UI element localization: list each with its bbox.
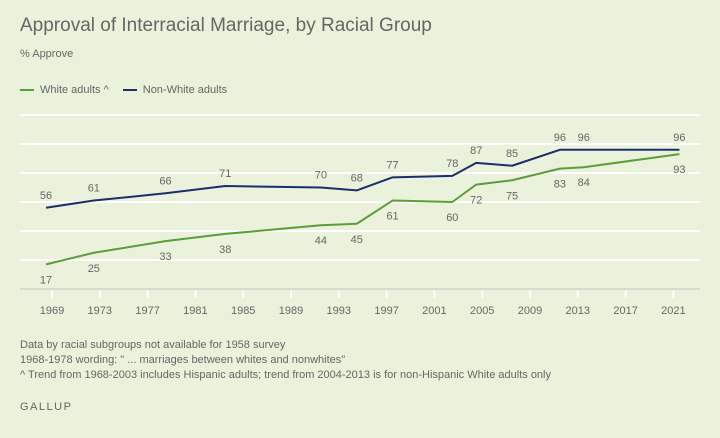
data-label: 33 [159, 251, 171, 263]
chart-subtitle: % Approve [20, 48, 74, 60]
footnote: 1968-1978 wording: " ... marriages betwe… [20, 354, 346, 366]
data-label: 38 [219, 244, 231, 256]
gallup-logo: GALLUP [20, 401, 73, 413]
data-label: 96 [554, 132, 566, 144]
series-line-white [45, 153, 680, 266]
x-tick-label: 1993 [327, 305, 351, 317]
data-label: 85 [506, 148, 518, 160]
data-label: 56 [40, 190, 52, 202]
x-tick-label: 2009 [518, 305, 542, 317]
data-label: 75 [506, 190, 518, 202]
x-tick-label: 2005 [470, 305, 494, 317]
chart-title: Approval of Interracial Marriage, by Rac… [20, 15, 432, 36]
x-tick-label: 2001 [422, 305, 446, 317]
data-label: 93 [673, 164, 685, 176]
data-label: 83 [554, 179, 566, 191]
data-label: 71 [219, 168, 231, 180]
data-label: 87 [470, 145, 482, 157]
legend: White adults ^ Non-White adults [20, 84, 227, 96]
x-tick-label: 1997 [374, 305, 398, 317]
x-tick-label: 1989 [279, 305, 303, 317]
data-label: 96 [673, 132, 685, 144]
legend-label-white: White adults ^ [40, 84, 109, 96]
legend-item-nonwhite[interactable]: Non-White adults [122, 84, 228, 96]
data-label: 66 [159, 175, 171, 187]
data-label: 70 [315, 170, 327, 182]
data-label: 60 [446, 212, 458, 224]
x-tick-label: 1973 [88, 305, 112, 317]
data-label: 61 [386, 211, 398, 223]
legend-label-nonwhite: Non-White adults [142, 84, 228, 96]
x-tick-label: 2021 [661, 305, 685, 317]
legend-swatch-white [20, 89, 34, 91]
footnote: ^ Trend from 1968-2003 includes Hispanic… [20, 369, 551, 381]
legend-item-white[interactable]: White adults ^ [20, 84, 109, 96]
legend-swatch-nonwhite [122, 89, 137, 91]
footnotes: Data by racial subgroups not available f… [20, 338, 560, 383]
data-label: 78 [446, 158, 458, 170]
data-label: 45 [351, 234, 363, 246]
x-tick-label: 1969 [40, 305, 64, 317]
data-label: 77 [386, 159, 398, 171]
data-label: 61 [88, 183, 100, 195]
data-label: 25 [88, 263, 100, 275]
x-tick-label: 1985 [231, 305, 255, 317]
data-label: 96 [578, 132, 590, 144]
data-label: 72 [470, 195, 482, 207]
data-label: 68 [351, 172, 363, 184]
x-tick-label: 2017 [613, 305, 637, 317]
x-tick-label: 2013 [566, 305, 590, 317]
footnote: Data by racial subgroups not available f… [20, 339, 286, 351]
data-label: 44 [315, 235, 327, 247]
x-tick-label: 1977 [135, 305, 159, 317]
data-label: 17 [40, 274, 52, 286]
x-tick-label: 1981 [183, 305, 207, 317]
data-label: 84 [578, 177, 590, 189]
